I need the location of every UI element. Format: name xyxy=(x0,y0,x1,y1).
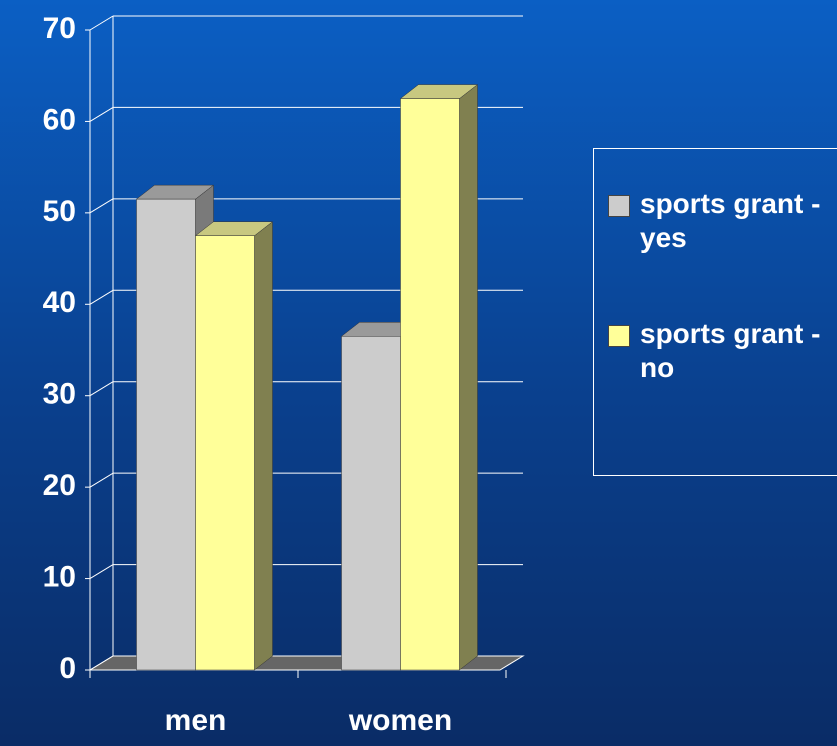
grid-line xyxy=(89,107,114,122)
x-tick-label: men xyxy=(165,704,227,737)
y-tick-label: 10 xyxy=(43,560,76,593)
bar-side xyxy=(459,84,478,671)
grid-line xyxy=(89,15,114,31)
grid-line xyxy=(89,472,114,488)
y-tick-label: 60 xyxy=(43,103,76,136)
legend-item: sports grant - no xyxy=(608,317,837,385)
x-tick-label: women xyxy=(348,704,452,737)
y-tick-label: 30 xyxy=(43,378,76,411)
y-tick-label: 0 xyxy=(59,652,76,685)
legend-label: sports grant - no xyxy=(640,318,821,383)
bar-side xyxy=(254,221,273,671)
y-tick-label: 20 xyxy=(43,469,76,502)
y-tick-label: 70 xyxy=(43,12,76,45)
grid-line xyxy=(89,289,114,305)
bar xyxy=(400,98,460,671)
grid-line xyxy=(89,198,114,214)
bar xyxy=(341,336,401,671)
grid-line xyxy=(89,564,114,579)
grid-line xyxy=(89,655,114,671)
legend-label: sports grant - yes xyxy=(640,188,821,253)
legend-item: sports grant - yes xyxy=(608,187,837,255)
grid-line xyxy=(89,381,114,397)
legend-swatch xyxy=(608,325,630,347)
bar xyxy=(136,198,196,671)
legend: sports grant - yes sports grant - no xyxy=(593,148,837,476)
legend-swatch xyxy=(608,195,630,217)
bar xyxy=(195,235,255,671)
y-tick-label: 50 xyxy=(43,195,76,228)
y-tick-label: 40 xyxy=(43,286,76,319)
